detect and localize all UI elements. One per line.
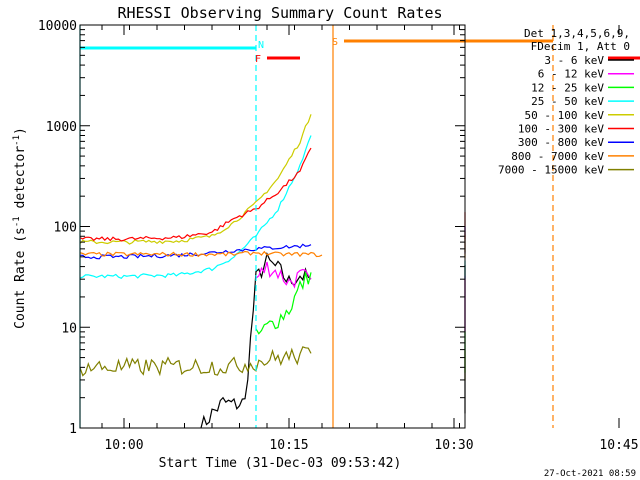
series-line [79, 346, 312, 377]
night-flag-label: N [258, 40, 264, 51]
chart-title: RHESSI Observing Summary Count Rates [117, 4, 442, 22]
series-line [79, 250, 323, 258]
legend-label: 25 - 50 keV [531, 95, 604, 108]
series-line [79, 147, 312, 242]
legend-label: 12 - 25 keV [531, 81, 604, 94]
x-tick-label: 10:30 [434, 438, 473, 453]
y-label-exp1: -1 [12, 216, 22, 227]
series-line [79, 135, 312, 280]
legend-label: 3 - 6 keV [544, 54, 604, 67]
x-tick-label: 10:15 [269, 438, 308, 453]
y-label-exp2: -1 [12, 135, 22, 146]
legend-header-line: FDecim 1, Att 0 [531, 40, 630, 53]
legend: Det 1,3,4,5,6,9,FDecim 1, Att 03 - 6 keV… [498, 27, 634, 177]
y-label-prefix: Count Rate (s [13, 227, 28, 329]
saa-flag-label: S [332, 37, 338, 48]
timestamp: 27-Oct-2021 08:59 [544, 469, 636, 479]
x-axis-label: Start Time (31-Dec-03 09:53:42) [159, 456, 402, 471]
legend-label: 100 - 300 keV [518, 123, 604, 136]
y-tick-label: 10 [61, 321, 77, 336]
series-7000-15000-kev [79, 346, 466, 381]
y-tick-label: 1000 [46, 120, 77, 135]
series-line [255, 272, 312, 335]
legend-label: 300 - 800 keV [518, 136, 604, 149]
legend-label: 50 - 100 keV [525, 109, 605, 122]
series-line [255, 261, 312, 289]
y-axis-label: Count Rate (s-1 detector-1) [12, 127, 28, 329]
y-label-suffix: ) [13, 127, 28, 135]
y-tick-label: 100 [54, 221, 77, 236]
series-300-800-kev [80, 226, 466, 260]
series-12-25-kev [255, 272, 466, 373]
y-tick-label: 1 [69, 422, 77, 437]
series-layer [79, 114, 466, 429]
series-line [80, 243, 312, 260]
flare-flag-label: F [255, 54, 261, 65]
legend-header-line: Det 1,3,4,5,6,9, [524, 27, 630, 40]
legend-label: 7000 - 15000 keV [498, 164, 604, 177]
axis-layer: 11010010001000010:0010:1510:3010:4511:00… [38, 19, 639, 453]
plot-frame [79, 24, 466, 429]
series-100-300-kev [79, 147, 466, 242]
x-tick-label: 10:00 [104, 438, 143, 453]
y-label-mid: detector [13, 146, 28, 217]
series-line [79, 114, 312, 245]
series-50-100-kev [79, 114, 466, 252]
y-tick-label: 10000 [38, 19, 77, 34]
legend-label: 6 - 12 keV [538, 68, 605, 81]
legend-label: 800 - 7000 keV [511, 150, 604, 163]
series-6-12-kev [255, 261, 466, 332]
x-tick-label: 10:45 [599, 438, 638, 453]
